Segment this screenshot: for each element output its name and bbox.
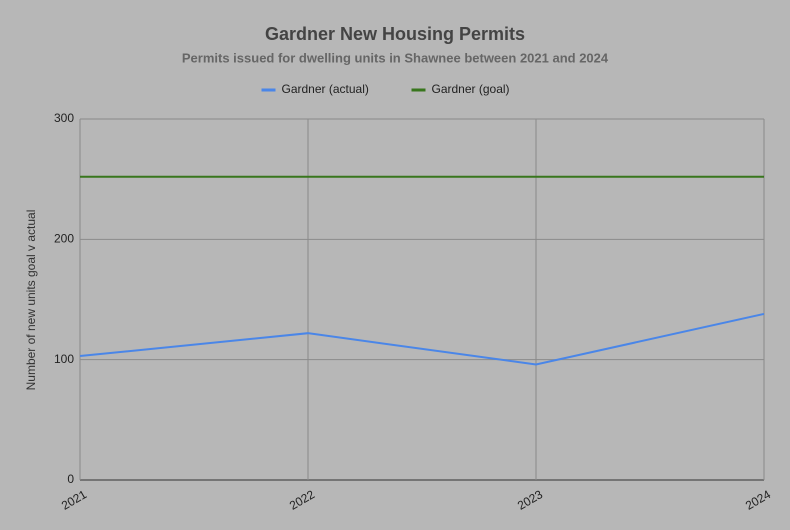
y-tick-label: 0 (67, 472, 74, 486)
chart-title: Gardner New Housing Permits (265, 24, 525, 44)
y-tick-label: 200 (54, 232, 74, 246)
series-line (79, 312, 765, 366)
y-tick-label: 100 (54, 352, 74, 366)
y-axis-label: Number of new units goal v actual (24, 210, 38, 391)
y-tick-label: 300 (54, 111, 74, 125)
chart-subtitle: Permits issued for dwelling units in Sha… (182, 50, 609, 65)
legend-label: Gardner (actual) (282, 82, 369, 96)
legend-label: Gardner (goal) (432, 82, 510, 96)
